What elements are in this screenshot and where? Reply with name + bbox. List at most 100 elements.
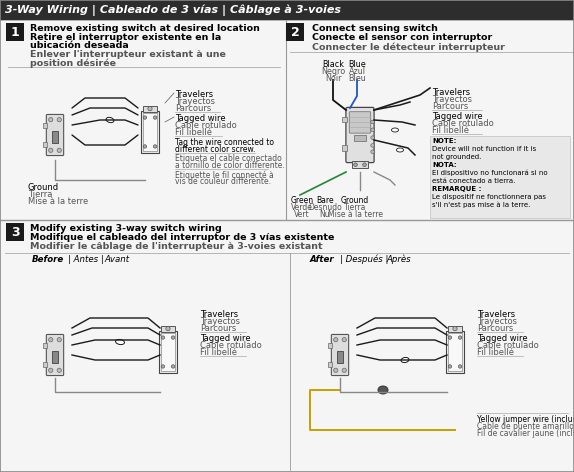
Text: Trayectos: Trayectos	[432, 95, 472, 104]
Text: Black: Black	[322, 60, 344, 69]
Circle shape	[363, 163, 366, 167]
FancyBboxPatch shape	[346, 108, 374, 162]
Circle shape	[172, 365, 175, 368]
Bar	[158, 331, 177, 373]
Text: 1: 1	[11, 25, 20, 39]
Text: Etiquette le fil connecté à: Etiquette le fil connecté à	[175, 170, 274, 179]
Bar	[141, 111, 160, 153]
Text: | Antes |: | Antes |	[68, 255, 104, 264]
Text: Avant: Avant	[104, 255, 129, 264]
Text: not grounded.: not grounded.	[432, 154, 482, 160]
Text: Fil de cavalier jaune (inclus): Fil de cavalier jaune (inclus)	[477, 429, 574, 438]
Text: 2: 2	[290, 25, 300, 39]
Bar	[143, 113, 157, 151]
Text: Modify existing 3-way switch wiring: Modify existing 3-way switch wiring	[30, 224, 222, 233]
Text: 3: 3	[11, 226, 20, 238]
Text: ubicación deseada: ubicación deseada	[30, 41, 129, 50]
Text: Fil libellé: Fil libellé	[477, 348, 514, 357]
Circle shape	[49, 118, 53, 122]
Text: Fil libellé: Fil libellé	[200, 348, 237, 357]
Circle shape	[148, 107, 152, 111]
Text: Negro: Negro	[321, 67, 345, 76]
Text: Cable de puente amarillo (incluido): Cable de puente amarillo (incluido)	[477, 422, 574, 431]
Text: Device will not function if it is: Device will not function if it is	[432, 146, 536, 152]
Text: Nu: Nu	[320, 210, 330, 219]
Circle shape	[371, 120, 374, 124]
Text: Tierra: Tierra	[344, 203, 366, 212]
Text: Trayectos: Trayectos	[200, 317, 240, 326]
Text: different color screw.: different color screw.	[175, 145, 255, 154]
Text: REMARQUE :: REMARQUE :	[432, 186, 482, 192]
Circle shape	[371, 128, 374, 132]
Text: Cable rotulado: Cable rotulado	[432, 119, 494, 128]
Ellipse shape	[391, 128, 398, 132]
Circle shape	[153, 145, 157, 148]
Bar	[352, 161, 368, 169]
Text: Blue: Blue	[348, 60, 366, 69]
Text: Trayectos: Trayectos	[175, 97, 215, 106]
Bar	[143, 106, 157, 111]
Bar	[43, 362, 47, 367]
Bar	[448, 333, 462, 371]
Ellipse shape	[106, 118, 114, 123]
Text: Tagged wire: Tagged wire	[200, 334, 251, 343]
Circle shape	[57, 337, 61, 342]
Circle shape	[49, 337, 53, 342]
Text: NOTA:: NOTA:	[432, 162, 457, 168]
FancyBboxPatch shape	[46, 114, 64, 156]
Text: Travelers: Travelers	[200, 310, 238, 319]
Text: a tornillo de color differente.: a tornillo de color differente.	[175, 161, 285, 170]
Text: Conecte el sensor con interruptor: Conecte el sensor con interruptor	[312, 33, 492, 42]
Text: Parcours: Parcours	[477, 324, 513, 333]
Bar	[0, 0, 574, 20]
Bar	[445, 331, 464, 373]
Circle shape	[371, 136, 374, 139]
Circle shape	[448, 365, 452, 368]
Text: Tagged wire: Tagged wire	[477, 334, 528, 343]
Circle shape	[143, 145, 146, 148]
Text: Le dispositif ne fonctionnera pas: Le dispositif ne fonctionnera pas	[432, 194, 546, 200]
Bar	[328, 343, 332, 348]
Bar	[337, 351, 343, 363]
Ellipse shape	[397, 148, 404, 152]
Circle shape	[172, 336, 175, 339]
Bar	[342, 117, 347, 122]
Bar	[286, 23, 304, 41]
Text: El dispositivo no funcionará si no: El dispositivo no funcionará si no	[432, 170, 548, 177]
Circle shape	[448, 336, 452, 339]
Ellipse shape	[401, 357, 409, 362]
Text: Parcours: Parcours	[175, 104, 211, 113]
Text: Ground: Ground	[28, 183, 59, 192]
Circle shape	[453, 327, 457, 331]
Bar	[6, 223, 24, 241]
Text: Desnudo: Desnudo	[308, 203, 342, 212]
Circle shape	[57, 368, 61, 372]
Bar	[43, 343, 47, 348]
Circle shape	[166, 327, 170, 331]
Text: Connect sensing switch: Connect sensing switch	[312, 24, 438, 33]
Text: 3-Way Wiring | Cableado de 3 vías | Câblage à 3-voies: 3-Way Wiring | Cableado de 3 vías | Câbl…	[5, 4, 341, 16]
Text: Tagged wire: Tagged wire	[432, 112, 483, 121]
Text: Bleu: Bleu	[348, 74, 366, 83]
FancyBboxPatch shape	[46, 335, 64, 376]
Circle shape	[49, 148, 53, 152]
Text: Tagged wire: Tagged wire	[175, 114, 226, 123]
Text: Mise à la terre: Mise à la terre	[328, 210, 382, 219]
Text: position désirée: position désirée	[30, 58, 116, 67]
Text: Bare: Bare	[316, 196, 334, 205]
Text: | Después |: | Después |	[340, 255, 389, 264]
Bar	[430, 136, 570, 218]
Text: Green: Green	[290, 196, 313, 205]
Text: Tierra: Tierra	[28, 190, 52, 199]
Text: Ground: Ground	[341, 196, 369, 205]
Text: Tag the wire connected to: Tag the wire connected to	[175, 138, 274, 147]
Circle shape	[143, 116, 146, 119]
Text: Cable rotulado: Cable rotulado	[200, 341, 262, 350]
Circle shape	[333, 337, 338, 342]
Ellipse shape	[378, 386, 388, 394]
Bar	[43, 123, 47, 128]
Text: Cable rotulado: Cable rotulado	[477, 341, 539, 350]
Circle shape	[57, 118, 61, 122]
Ellipse shape	[115, 339, 125, 345]
Text: Trayectos: Trayectos	[477, 317, 517, 326]
